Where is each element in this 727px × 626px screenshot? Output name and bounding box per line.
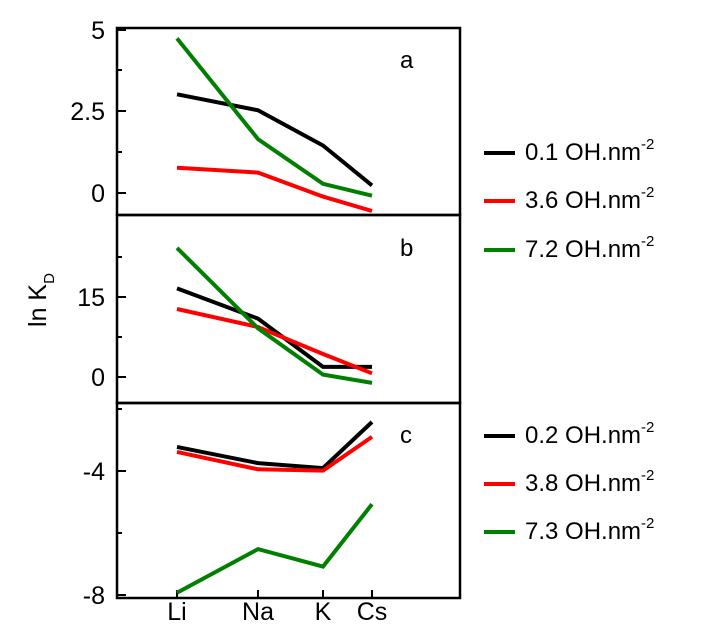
x-tick-label-cs: Cs (357, 598, 388, 626)
x-tick-label-k: K (315, 598, 332, 626)
y-tick-label-b: 15 (77, 284, 105, 312)
legend-layer: 0.1 OH.nm-2 3.6 OH.nm-2 7.2 OH.nm-2 0.2 OH.… (484, 136, 654, 545)
y-tick-label-a: 2.5 (70, 98, 105, 126)
legend-label-1-0: 0.2 OH.nm-2 (525, 419, 654, 449)
series-line-a-0 (176, 92, 374, 187)
y-tick-label-a: 0 (91, 180, 105, 208)
series-line-c-1 (176, 435, 374, 473)
legend-label-1-2: 7.3 OH.nm-2 (525, 515, 654, 545)
legend-superscript: -2 (641, 467, 654, 484)
x-tick-label-li: Li (167, 598, 186, 626)
x-tick-label-na: Na (242, 598, 274, 626)
panel-label-c: c (400, 422, 412, 449)
label-layer: Li Na K Cs 5 2.5 0 a 15 0 b -4 -8 c (70, 17, 414, 626)
legend-superscript: -2 (641, 515, 654, 532)
y-tick-label-c: -4 (83, 458, 105, 486)
series-line-a-2 (175, 37, 373, 198)
y-tick-label-a: 5 (91, 17, 105, 45)
panel-frame-c (115, 401, 462, 600)
series-line-c-0 (176, 420, 374, 471)
legend-label-1-1: 3.8 OH.nm-2 (525, 467, 654, 497)
legend-label-0-1: 3.6 OH.nm-2 (525, 184, 654, 214)
y-axis-label: ln KD (24, 273, 58, 327)
legend-superscript: -2 (641, 233, 654, 250)
series-line-b-1 (176, 307, 373, 376)
series-line-c-2 (176, 502, 374, 595)
panel-label-b: b (400, 235, 413, 262)
axes-layer (115, 26, 462, 600)
legend-superscript: -2 (641, 419, 654, 436)
series-line-b-2 (175, 246, 373, 385)
series-line-b-0 (176, 286, 372, 369)
series-layer (175, 37, 374, 595)
panel-label-a: a (400, 47, 414, 74)
legend-superscript: -2 (641, 184, 654, 201)
legend-label-0-2: 7.2 OH.nm-2 (525, 233, 654, 263)
y-tick-label-c: -8 (83, 582, 105, 610)
legend-label-0-0: 0.1 OH.nm-2 (525, 136, 654, 166)
y-tick-label-b: 0 (91, 364, 105, 392)
legend-superscript: -2 (641, 136, 654, 153)
series-line-a-1 (176, 165, 373, 213)
